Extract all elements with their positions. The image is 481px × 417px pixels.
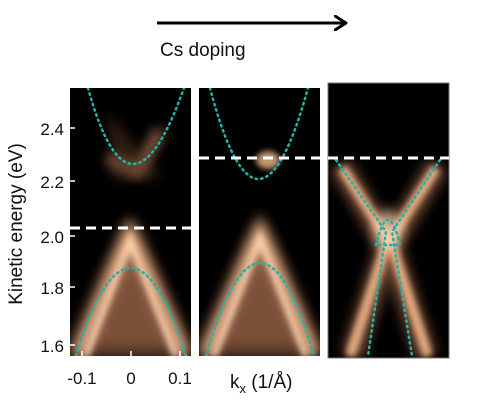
panel-intermediate [199, 88, 320, 356]
x-tick-label: 0 [126, 369, 135, 388]
x-axis-label: kx (1/Å) [230, 372, 292, 396]
x-axis-ticks [81, 351, 181, 356]
y-tick-label: 1.6 [40, 337, 64, 356]
y-axis-ticks [70, 127, 75, 346]
panel-3-band-fit-right [390, 158, 442, 358]
panel-2-valence-fit [204, 261, 316, 356]
y-tick-label: 2.2 [40, 173, 64, 192]
x-axis-label-k: k [230, 372, 240, 393]
panel-3-band-fit-left [334, 158, 388, 358]
panel-high-doping [327, 82, 450, 359]
x-tick-label: -0.1 [67, 369, 96, 388]
panel-3-band-fit-cone [374, 219, 402, 247]
x-axis-label-unit: (1/Å) [246, 372, 292, 393]
panel-2-conduction-fit [208, 88, 310, 180]
panel-pristine [70, 88, 191, 356]
y-tick-label: 2.0 [40, 228, 64, 247]
y-axis-label: Kinetic energy (eV) [6, 143, 27, 305]
doping-label: Cs doping [160, 40, 246, 61]
x-tick-label: 0.1 [168, 369, 192, 388]
panel-1-valence-fit [74, 267, 188, 356]
x-axis-label-subscript: x [240, 381, 247, 396]
panel-1-conduction-fit [86, 88, 186, 166]
y-tick-label: 1.8 [40, 279, 64, 298]
y-tick-label: 2.4 [40, 120, 64, 139]
